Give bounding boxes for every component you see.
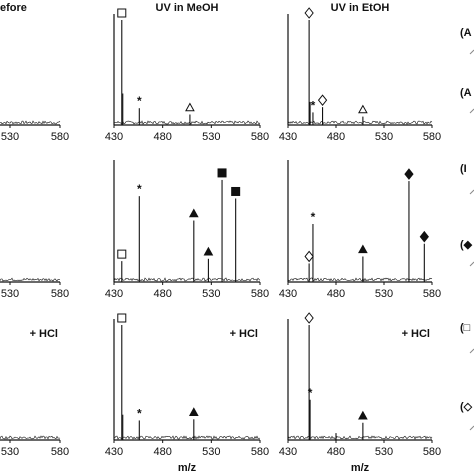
diamond-filled-marker-556 [404,168,414,180]
x-tick-label-430: 430 [105,288,123,300]
asterisk-marker-456: * [137,94,142,108]
x-tick-label-430: 430 [105,131,123,143]
x-tick-label-580: 580 [251,131,269,143]
x-tick-label-580: 580 [251,288,269,300]
asterisk-marker-456: * [311,98,316,112]
column-title-uv-meoh: UV in MeOH [156,2,219,14]
diamond-open-marker-452 [304,250,314,263]
column-title-before: efore [0,2,27,14]
x-tick-label-480: 480 [153,446,171,458]
spectrum-panel-r1c2: 430 480 530 580 * [105,8,269,143]
x-tick-label-480: 480 [153,288,171,300]
x-tick-label-430: 430 [279,131,297,143]
diamond-open-marker-452 [304,312,314,324]
right-edge-label-2: (A [460,87,472,99]
triangle-open-marker-508 [358,104,368,114]
triangle-filled-marker-508 [358,410,368,420]
right-edge-label-3: (I [460,163,467,175]
x-tick-label-580: 580 [51,446,69,458]
x-tick-label-580: 580 [51,288,69,300]
x-tick-label-530: 530 [202,131,220,143]
right-edge-label-1: (A [460,27,472,39]
diamond-open-marker-452 [304,7,314,19]
spectrum-panel-r2c2: 430 480 530 580 * [105,160,269,300]
noise-trace [0,120,61,125]
spectra-panels: 530 580 430 480 530 580*430 480 530 580*530 580 43… [0,7,441,458]
spectrum-panel-r1c3: 430 480 530 580 * [279,7,441,143]
noise-trace [287,277,433,282]
right-edge-label-6: (◇ [460,401,473,413]
square-open-marker-438 [117,249,127,259]
hcl-label: + HCl [30,328,58,340]
asterisk-marker-456: * [137,182,142,196]
noise-trace [287,435,433,440]
triangle-filled-marker-512 [188,208,199,218]
x-tick-label-480: 480 [327,446,345,458]
right-edge-ticks [469,49,474,431]
x-tick-label-480: 480 [327,131,345,143]
noise-trace [0,277,61,282]
right-edge-label-5: (□ [460,322,471,334]
asterisk-marker-453: * [308,386,313,400]
x-axis-label-col3: m/z [351,462,370,474]
triangle-filled-marker-512 [188,407,199,416]
triangle-filled-marker-527 [203,246,214,256]
x-tick-label-480: 480 [327,288,345,300]
x-tick-label-430: 430 [279,288,297,300]
x-tick-label-430: 430 [279,446,297,458]
spectrum-panel-r2c1: 530 580 [0,277,69,300]
x-tick-label-530: 530 [1,288,19,300]
x-tick-label-430: 430 [105,446,123,458]
noise-trace [0,435,61,440]
noise-trace [113,277,261,282]
diamond-open-marker-466 [317,94,328,106]
x-tick-label-530: 530 [202,446,220,458]
spectrum-panel-r3c2: 430 480 530 580 * + HCl [105,313,269,458]
x-tick-label-580: 580 [423,446,441,458]
square-open-marker-438 [117,313,127,323]
x-tick-label-530: 530 [202,288,220,300]
x-tick-label-530: 530 [1,131,19,143]
noise-trace [287,120,433,125]
spectrum-panel-r2c3: 430 480 530 580 * [279,160,441,300]
diamond-filled-marker-572 [419,230,429,243]
x-axis-label-col2: m/z [178,462,197,474]
x-tick-label-480: 480 [153,131,171,143]
x-tick-label-580: 580 [251,446,269,458]
triangle-filled-marker-508 [358,244,368,254]
column-title-uv-etoh: UV in EtOH [331,2,390,14]
x-tick-label-530: 530 [375,288,393,300]
noise-trace [113,435,261,440]
x-tick-label-580: 580 [423,131,441,143]
x-tick-label-530: 530 [375,446,393,458]
x-tick-label-580: 580 [51,131,69,143]
noise-trace [113,120,261,125]
triangle-open-marker-508 [185,102,195,112]
spectrum-panel-r3c3: 430 480 530 580 * + HCl [279,312,441,458]
right-edge-label-4: (◆ [460,239,473,251]
spectrum-panel-r3c1: 530 580 + HCl [0,328,69,458]
x-tick-label-530: 530 [375,131,393,143]
asterisk-marker-456: * [311,210,316,224]
hcl-label: + HCl [230,328,258,340]
square-open-marker-438 [117,8,127,18]
hcl-label: + HCl [402,328,430,340]
square-filled-marker-555 [231,186,241,196]
square-filled-marker-541 [217,168,227,178]
spectrum-panel-r1c1: 530 580 [0,120,69,143]
x-tick-label-580: 580 [423,288,441,300]
x-tick-label-530: 530 [1,446,19,458]
asterisk-marker-456: * [137,406,142,420]
